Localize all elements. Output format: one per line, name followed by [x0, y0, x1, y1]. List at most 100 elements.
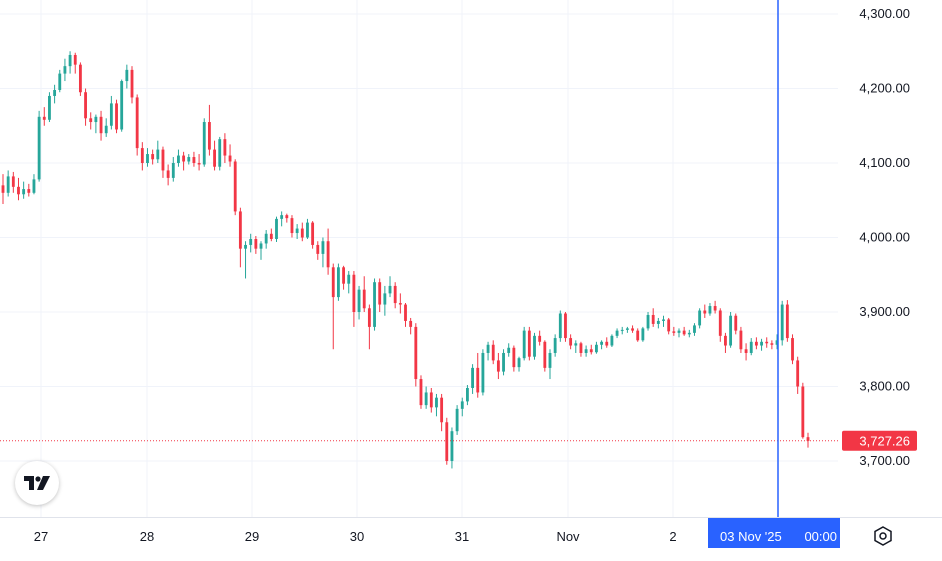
candle-body — [620, 329, 624, 331]
crosshair-date-badge — [708, 518, 840, 548]
candle-body — [703, 310, 707, 314]
candle-body — [466, 387, 469, 402]
candle-body — [718, 310, 722, 336]
y-tick-label: 4,300.00 — [859, 6, 910, 21]
candle-body — [724, 335, 727, 346]
tradingview-logo-icon[interactable] — [15, 461, 59, 505]
candle-body — [796, 360, 800, 387]
candle-body — [574, 343, 578, 346]
candle-body — [605, 341, 609, 346]
candle-body — [156, 149, 160, 160]
candle-body — [373, 282, 376, 327]
candle-body — [569, 338, 573, 346]
candle-body — [517, 358, 521, 368]
candle-body — [460, 401, 464, 409]
candle-body — [259, 243, 263, 249]
candle-body — [656, 320, 660, 324]
x-tick-label: 27 — [34, 529, 48, 544]
crosshair-time-label: 00:00 — [804, 529, 837, 544]
candle-body — [682, 330, 686, 335]
candle-body — [58, 73, 62, 90]
candle-body — [595, 344, 598, 353]
candle-body — [801, 386, 805, 438]
candle-body — [636, 330, 640, 341]
candle-body — [306, 222, 309, 238]
candle-body — [295, 228, 299, 234]
candle-body — [151, 154, 155, 160]
candle-body — [161, 149, 165, 171]
candle-body — [357, 289, 361, 312]
candle-body — [687, 332, 691, 335]
candle-body — [326, 241, 330, 268]
candle-body — [404, 304, 407, 321]
candle-body — [1, 185, 5, 193]
candle-body — [383, 293, 387, 305]
candle-body — [68, 54, 72, 67]
candle-body — [409, 320, 413, 327]
candle-body — [486, 344, 490, 353]
settings-icon[interactable] — [872, 525, 894, 547]
candle-body — [120, 81, 124, 130]
candle-body — [166, 170, 170, 178]
candle-body — [197, 163, 201, 165]
candle-body — [27, 189, 31, 193]
candle-body — [672, 331, 676, 333]
candle-body — [275, 218, 278, 239]
candle-body — [502, 352, 505, 372]
candle-body — [32, 179, 36, 193]
x-tick-label: 28 — [140, 529, 154, 544]
candle-body — [192, 157, 196, 163]
candle-body — [708, 306, 712, 314]
candle-body — [130, 69, 134, 98]
candle-body — [450, 431, 454, 461]
candle-body — [42, 116, 46, 120]
candle-body — [533, 335, 536, 357]
last-price-label: 3,727.26 — [859, 434, 910, 449]
candle-body — [471, 367, 475, 388]
candle-body — [228, 155, 232, 162]
candles — [1, 51, 810, 469]
candle-body — [754, 341, 758, 346]
candle-body — [543, 341, 547, 368]
candle-body — [765, 341, 769, 344]
candle-body — [22, 189, 26, 195]
candle-body — [300, 228, 304, 238]
candle-body — [553, 338, 557, 353]
candle-body — [89, 118, 93, 123]
candle-body — [135, 97, 139, 149]
candle-body — [527, 330, 531, 357]
tradingview-logo-glyph — [24, 476, 50, 490]
candle-body — [610, 335, 614, 346]
y-tick-label: 3,900.00 — [859, 304, 910, 319]
candle-body — [677, 330, 681, 333]
candle-body — [631, 328, 634, 331]
candle-body — [146, 154, 149, 163]
candle-body — [496, 360, 500, 372]
candle-body — [548, 352, 552, 368]
candle-body — [182, 155, 186, 162]
candle-body — [218, 139, 222, 167]
candle-body — [419, 379, 423, 406]
y-tick-label: 4,200.00 — [859, 81, 910, 96]
candle-body — [615, 330, 619, 336]
candle-body — [84, 92, 87, 119]
candle-body — [48, 95, 51, 120]
overlays — [0, 0, 838, 518]
candle-body — [414, 326, 418, 380]
x-tick-label: 30 — [350, 529, 364, 544]
candle-body — [17, 186, 20, 195]
axes: 3,700.00 3,800.00 3,900.00 4,000.00 4,100.00… — [0, 6, 942, 548]
candle-body — [589, 349, 593, 353]
candle-body — [352, 274, 356, 312]
candle-body — [393, 285, 397, 304]
candle-body — [6, 176, 10, 193]
candle-body — [564, 313, 567, 339]
x-tick-label: 29 — [245, 529, 259, 544]
candle-body — [378, 282, 382, 305]
candle-body — [791, 338, 794, 361]
candle-body — [336, 267, 340, 298]
candle-body — [760, 341, 763, 346]
candle-body — [53, 89, 57, 96]
